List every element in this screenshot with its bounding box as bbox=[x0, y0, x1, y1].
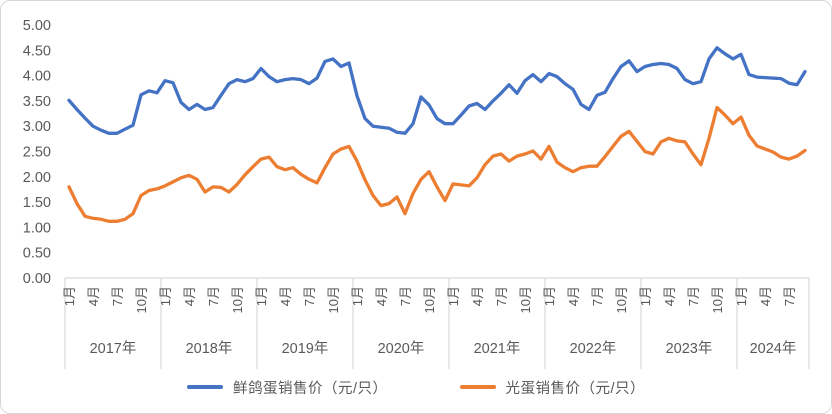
y-axis-tick-label: 2.00 bbox=[23, 170, 51, 186]
month-tick-label: 4月 bbox=[470, 286, 485, 306]
year-label: 2021年 bbox=[474, 340, 521, 357]
y-axis-tick-label: 1.50 bbox=[23, 195, 51, 211]
legend-line-swatch-orange bbox=[459, 384, 496, 390]
legend-label: 鲜鸽蛋销售价（元/只） bbox=[232, 380, 388, 397]
chart-legend: 鲜鸽蛋销售价（元/只） 光蛋销售价（元/只） bbox=[1, 369, 831, 405]
series-line-0 bbox=[67, 46, 807, 135]
year-label: 2017年 bbox=[90, 340, 137, 357]
month-tick-label: 1月 bbox=[734, 286, 749, 306]
month-tick-label: 7月 bbox=[494, 286, 509, 306]
month-tick-label: 4月 bbox=[566, 286, 581, 306]
legend-line-swatch-blue bbox=[186, 384, 223, 390]
month-tick-label: 7月 bbox=[206, 286, 221, 306]
legend-label: 光蛋销售价（元/只） bbox=[505, 380, 646, 397]
month-tick-label: 10月 bbox=[422, 286, 437, 313]
month-tick-label: 7月 bbox=[398, 286, 413, 306]
month-tick-label: 1月 bbox=[350, 286, 365, 306]
year-label: 2022年 bbox=[570, 340, 617, 357]
month-tick-label: 4月 bbox=[278, 286, 293, 306]
y-axis-tick-label: 4.00 bbox=[23, 69, 51, 85]
year-label: 2024年 bbox=[750, 340, 797, 357]
month-tick-label: 1月 bbox=[638, 286, 653, 306]
month-tick-label: 7月 bbox=[590, 286, 605, 306]
month-tick-label: 7月 bbox=[110, 286, 125, 306]
month-tick-label: 1月 bbox=[446, 286, 461, 306]
y-axis-tick-label: 0.50 bbox=[23, 246, 51, 262]
month-tick-label: 10月 bbox=[230, 286, 245, 313]
y-axis-tick-label: 5.00 bbox=[23, 18, 51, 34]
month-tick-label: 7月 bbox=[782, 286, 797, 306]
month-tick-label: 10月 bbox=[134, 286, 149, 313]
month-tick-label: 4月 bbox=[758, 286, 773, 306]
y-axis-tick-label: 3.00 bbox=[23, 119, 51, 135]
y-axis-tick-label: 3.50 bbox=[23, 94, 51, 110]
month-tick-label: 10月 bbox=[518, 286, 533, 313]
month-tick-label: 1月 bbox=[542, 286, 557, 306]
legend-item-fresh-pigeon-egg: 鲜鸽蛋销售价（元/只） bbox=[186, 377, 388, 398]
month-tick-label: 10月 bbox=[614, 286, 629, 313]
line-chart-plot-area: 5.00 4.50 4.00 3.50 3.00 2.50 2.00 1.50 1.00 0.50… bbox=[23, 18, 810, 369]
year-label: 2019年 bbox=[282, 340, 329, 357]
month-tick-label: 1月 bbox=[158, 286, 173, 306]
series-line-1 bbox=[67, 105, 807, 223]
y-axis-tick-label: 2.50 bbox=[23, 145, 51, 161]
month-tick-label: 7月 bbox=[686, 286, 701, 306]
month-tick-label: 10月 bbox=[326, 286, 341, 313]
year-label: 2020年 bbox=[378, 340, 425, 357]
month-tick-label: 4月 bbox=[662, 286, 677, 306]
y-axis-tick-label: 4.50 bbox=[23, 43, 51, 59]
y-axis-tick-label: 0.00 bbox=[23, 271, 51, 287]
legend-item-shelled-egg: 光蛋销售价（元/只） bbox=[459, 377, 646, 398]
month-tick-label: 7月 bbox=[302, 286, 317, 306]
month-tick-label: 4月 bbox=[86, 286, 101, 306]
month-tick-label: 1月 bbox=[254, 286, 269, 306]
month-tick-label: 1月 bbox=[62, 286, 77, 306]
y-axis-tick-label: 1.00 bbox=[23, 220, 51, 236]
year-label: 2023年 bbox=[666, 340, 713, 357]
month-tick-label: 4月 bbox=[374, 286, 389, 306]
year-label: 2018年 bbox=[186, 340, 233, 357]
month-tick-label: 10月 bbox=[710, 286, 725, 313]
month-tick-label: 4月 bbox=[182, 286, 197, 306]
